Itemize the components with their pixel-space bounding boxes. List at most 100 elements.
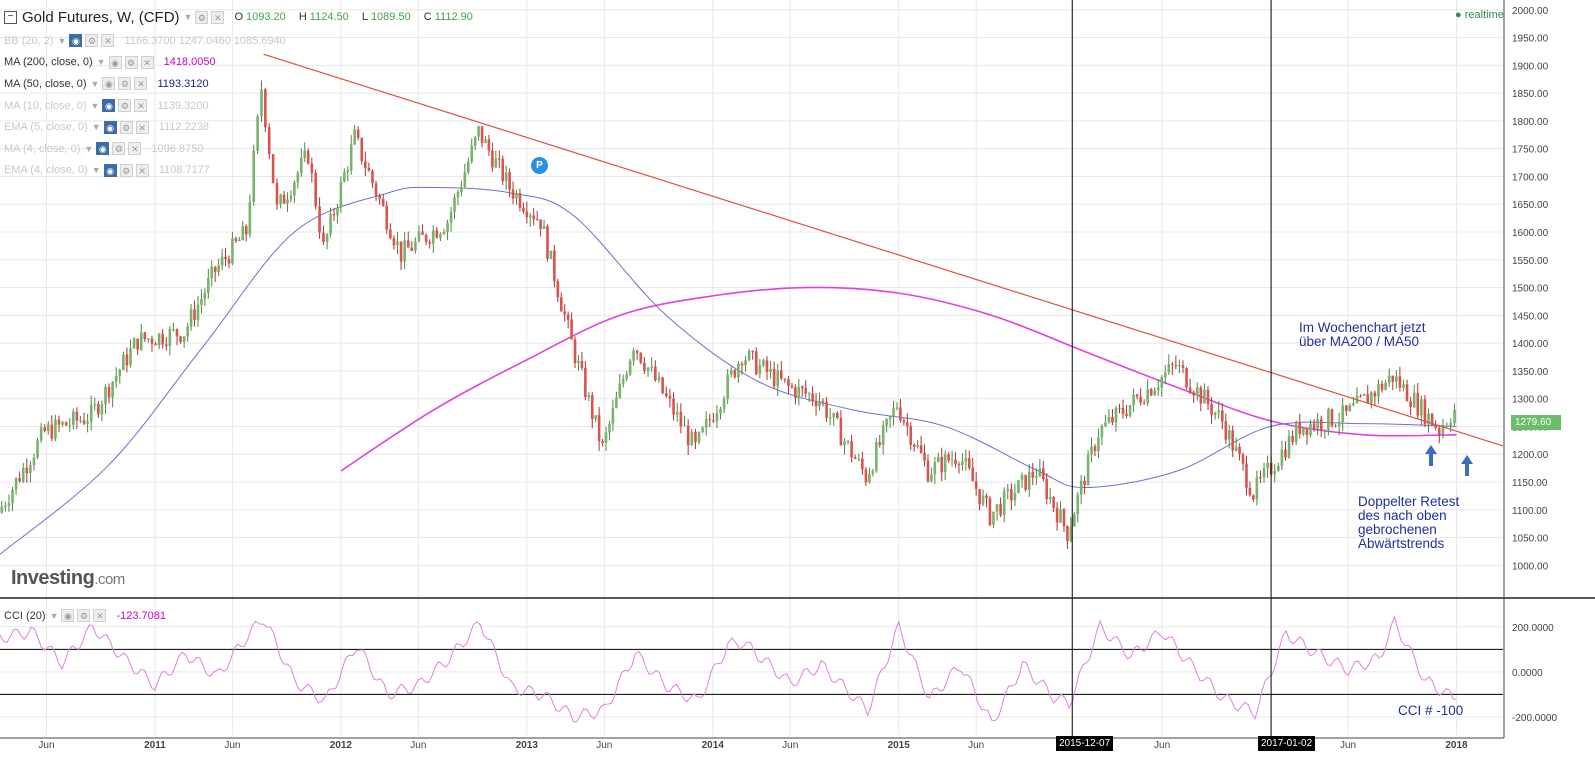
visibility-icon[interactable]: ◉ xyxy=(69,34,83,48)
settings-icon[interactable]: ⚙ xyxy=(119,163,133,177)
candle-body xyxy=(150,338,154,344)
candle-body xyxy=(392,238,396,246)
close-icon[interactable]: ✕ xyxy=(134,77,148,91)
candle-body xyxy=(1076,494,1080,515)
visibility-icon[interactable]: ◉ xyxy=(108,55,122,69)
collapse-icon[interactable]: − xyxy=(4,10,17,24)
candle-body xyxy=(857,458,861,460)
candle-body xyxy=(1369,392,1373,404)
candle-body xyxy=(1277,465,1280,472)
y-tick-label: 1000.00 xyxy=(1512,561,1549,572)
visibility-icon[interactable]: ◉ xyxy=(102,99,116,113)
visibility-icon[interactable]: ◉ xyxy=(96,142,110,156)
candle-body xyxy=(1387,375,1391,383)
close-icon[interactable]: ✕ xyxy=(128,142,142,156)
candle-body xyxy=(442,232,446,234)
annotation-retest-line1: Doppelter Retest xyxy=(1358,494,1460,509)
candle-body xyxy=(1100,426,1104,438)
visibility-icon[interactable]: ◉ xyxy=(103,163,117,177)
candle-body xyxy=(248,201,252,235)
candle-body xyxy=(1323,429,1327,431)
candle-body xyxy=(1188,387,1192,393)
visibility-icon[interactable]: ◉ xyxy=(102,77,116,91)
candle-body xyxy=(864,469,868,483)
close-icon[interactable]: ✕ xyxy=(134,99,148,113)
settings-icon[interactable]: ⚙ xyxy=(119,120,133,134)
candle-body xyxy=(1255,477,1259,500)
candle-body xyxy=(403,240,406,262)
chevron-down-icon[interactable]: ▼ xyxy=(90,100,100,111)
candle-body xyxy=(926,460,930,482)
candle-body xyxy=(39,427,43,441)
candle-body xyxy=(299,157,303,173)
visibility-icon[interactable]: ◉ xyxy=(103,120,117,134)
chevron-down-icon[interactable]: ▼ xyxy=(90,78,100,89)
candle-body xyxy=(783,378,787,380)
candle-body xyxy=(1437,427,1441,435)
close-icon[interactable]: ✕ xyxy=(135,120,149,134)
y-tick-label: 1150.00 xyxy=(1512,478,1548,489)
close-icon[interactable]: ✕ xyxy=(93,609,107,622)
chevron-down-icon[interactable]: ▼ xyxy=(49,610,59,621)
candle-body xyxy=(930,474,933,482)
close-icon[interactable]: ✕ xyxy=(135,163,149,177)
candle-body xyxy=(1017,480,1020,494)
candle-body xyxy=(21,467,25,482)
ohlc-close-value: 1112.90 xyxy=(434,11,473,23)
ma50-line xyxy=(0,186,1457,555)
close-icon[interactable]: ✕ xyxy=(101,34,115,48)
candle-body xyxy=(1217,410,1221,413)
candle-body xyxy=(832,413,836,418)
candle-body xyxy=(1174,365,1178,367)
candle-body xyxy=(814,400,818,407)
settings-icon[interactable]: ⚙ xyxy=(124,55,138,69)
indicator-label: MA (200, close, 0) xyxy=(4,56,93,69)
indicator-label: MA (4, close, 0) xyxy=(4,142,81,155)
candle-body xyxy=(828,417,832,419)
candle-body xyxy=(43,427,46,431)
candle-body xyxy=(4,505,7,507)
candle-body xyxy=(1010,489,1013,501)
visibility-icon[interactable]: ◉ xyxy=(61,609,75,622)
settings-icon[interactable]: ⚙ xyxy=(195,10,209,24)
x-tick-label: Jun xyxy=(782,740,798,751)
candle-body xyxy=(981,495,985,505)
candle-body xyxy=(1412,392,1416,408)
candle-body xyxy=(1434,425,1437,428)
candle-body xyxy=(615,397,618,408)
candle-body xyxy=(111,382,114,398)
chevron-down-icon[interactable]: ▼ xyxy=(183,12,193,22)
close-icon[interactable]: ✕ xyxy=(211,10,225,24)
chevron-down-icon[interactable]: ▼ xyxy=(96,57,106,68)
candle-body xyxy=(484,139,487,143)
candle-body xyxy=(72,411,75,425)
candle-body xyxy=(79,420,82,422)
settings-icon[interactable]: ⚙ xyxy=(77,609,91,622)
marker-p-icon[interactable]: P xyxy=(531,157,548,174)
chevron-down-icon[interactable]: ▼ xyxy=(57,35,67,46)
indicator-row: EMA (5, close, 0) ▼ ◉ ⚙ ✕ 1112.2238 xyxy=(4,116,473,138)
candle-body xyxy=(1114,407,1118,423)
candle-body xyxy=(776,370,780,387)
candle-body xyxy=(118,369,122,376)
candle-body xyxy=(1344,405,1348,412)
candle-body xyxy=(1309,423,1312,436)
candle-body xyxy=(14,478,18,490)
candle-body xyxy=(1316,419,1319,429)
chevron-down-icon[interactable]: ▼ xyxy=(84,143,94,154)
candle-body xyxy=(751,351,754,353)
settings-icon[interactable]: ⚙ xyxy=(112,142,126,156)
chevron-down-icon[interactable]: ▼ xyxy=(91,165,101,176)
x-tick-label: 2014 xyxy=(702,740,725,751)
candle-body xyxy=(267,127,271,155)
chevron-down-icon[interactable]: ▼ xyxy=(91,122,101,133)
candle-body xyxy=(318,206,321,233)
close-icon[interactable]: ✕ xyxy=(140,55,154,69)
candle-body xyxy=(349,144,353,171)
settings-icon[interactable]: ⚙ xyxy=(85,34,99,48)
candle-body xyxy=(790,385,794,388)
candle-body xyxy=(497,158,501,160)
settings-icon[interactable]: ⚙ xyxy=(118,77,132,91)
candle-body xyxy=(1055,507,1059,523)
settings-icon[interactable]: ⚙ xyxy=(118,99,132,113)
